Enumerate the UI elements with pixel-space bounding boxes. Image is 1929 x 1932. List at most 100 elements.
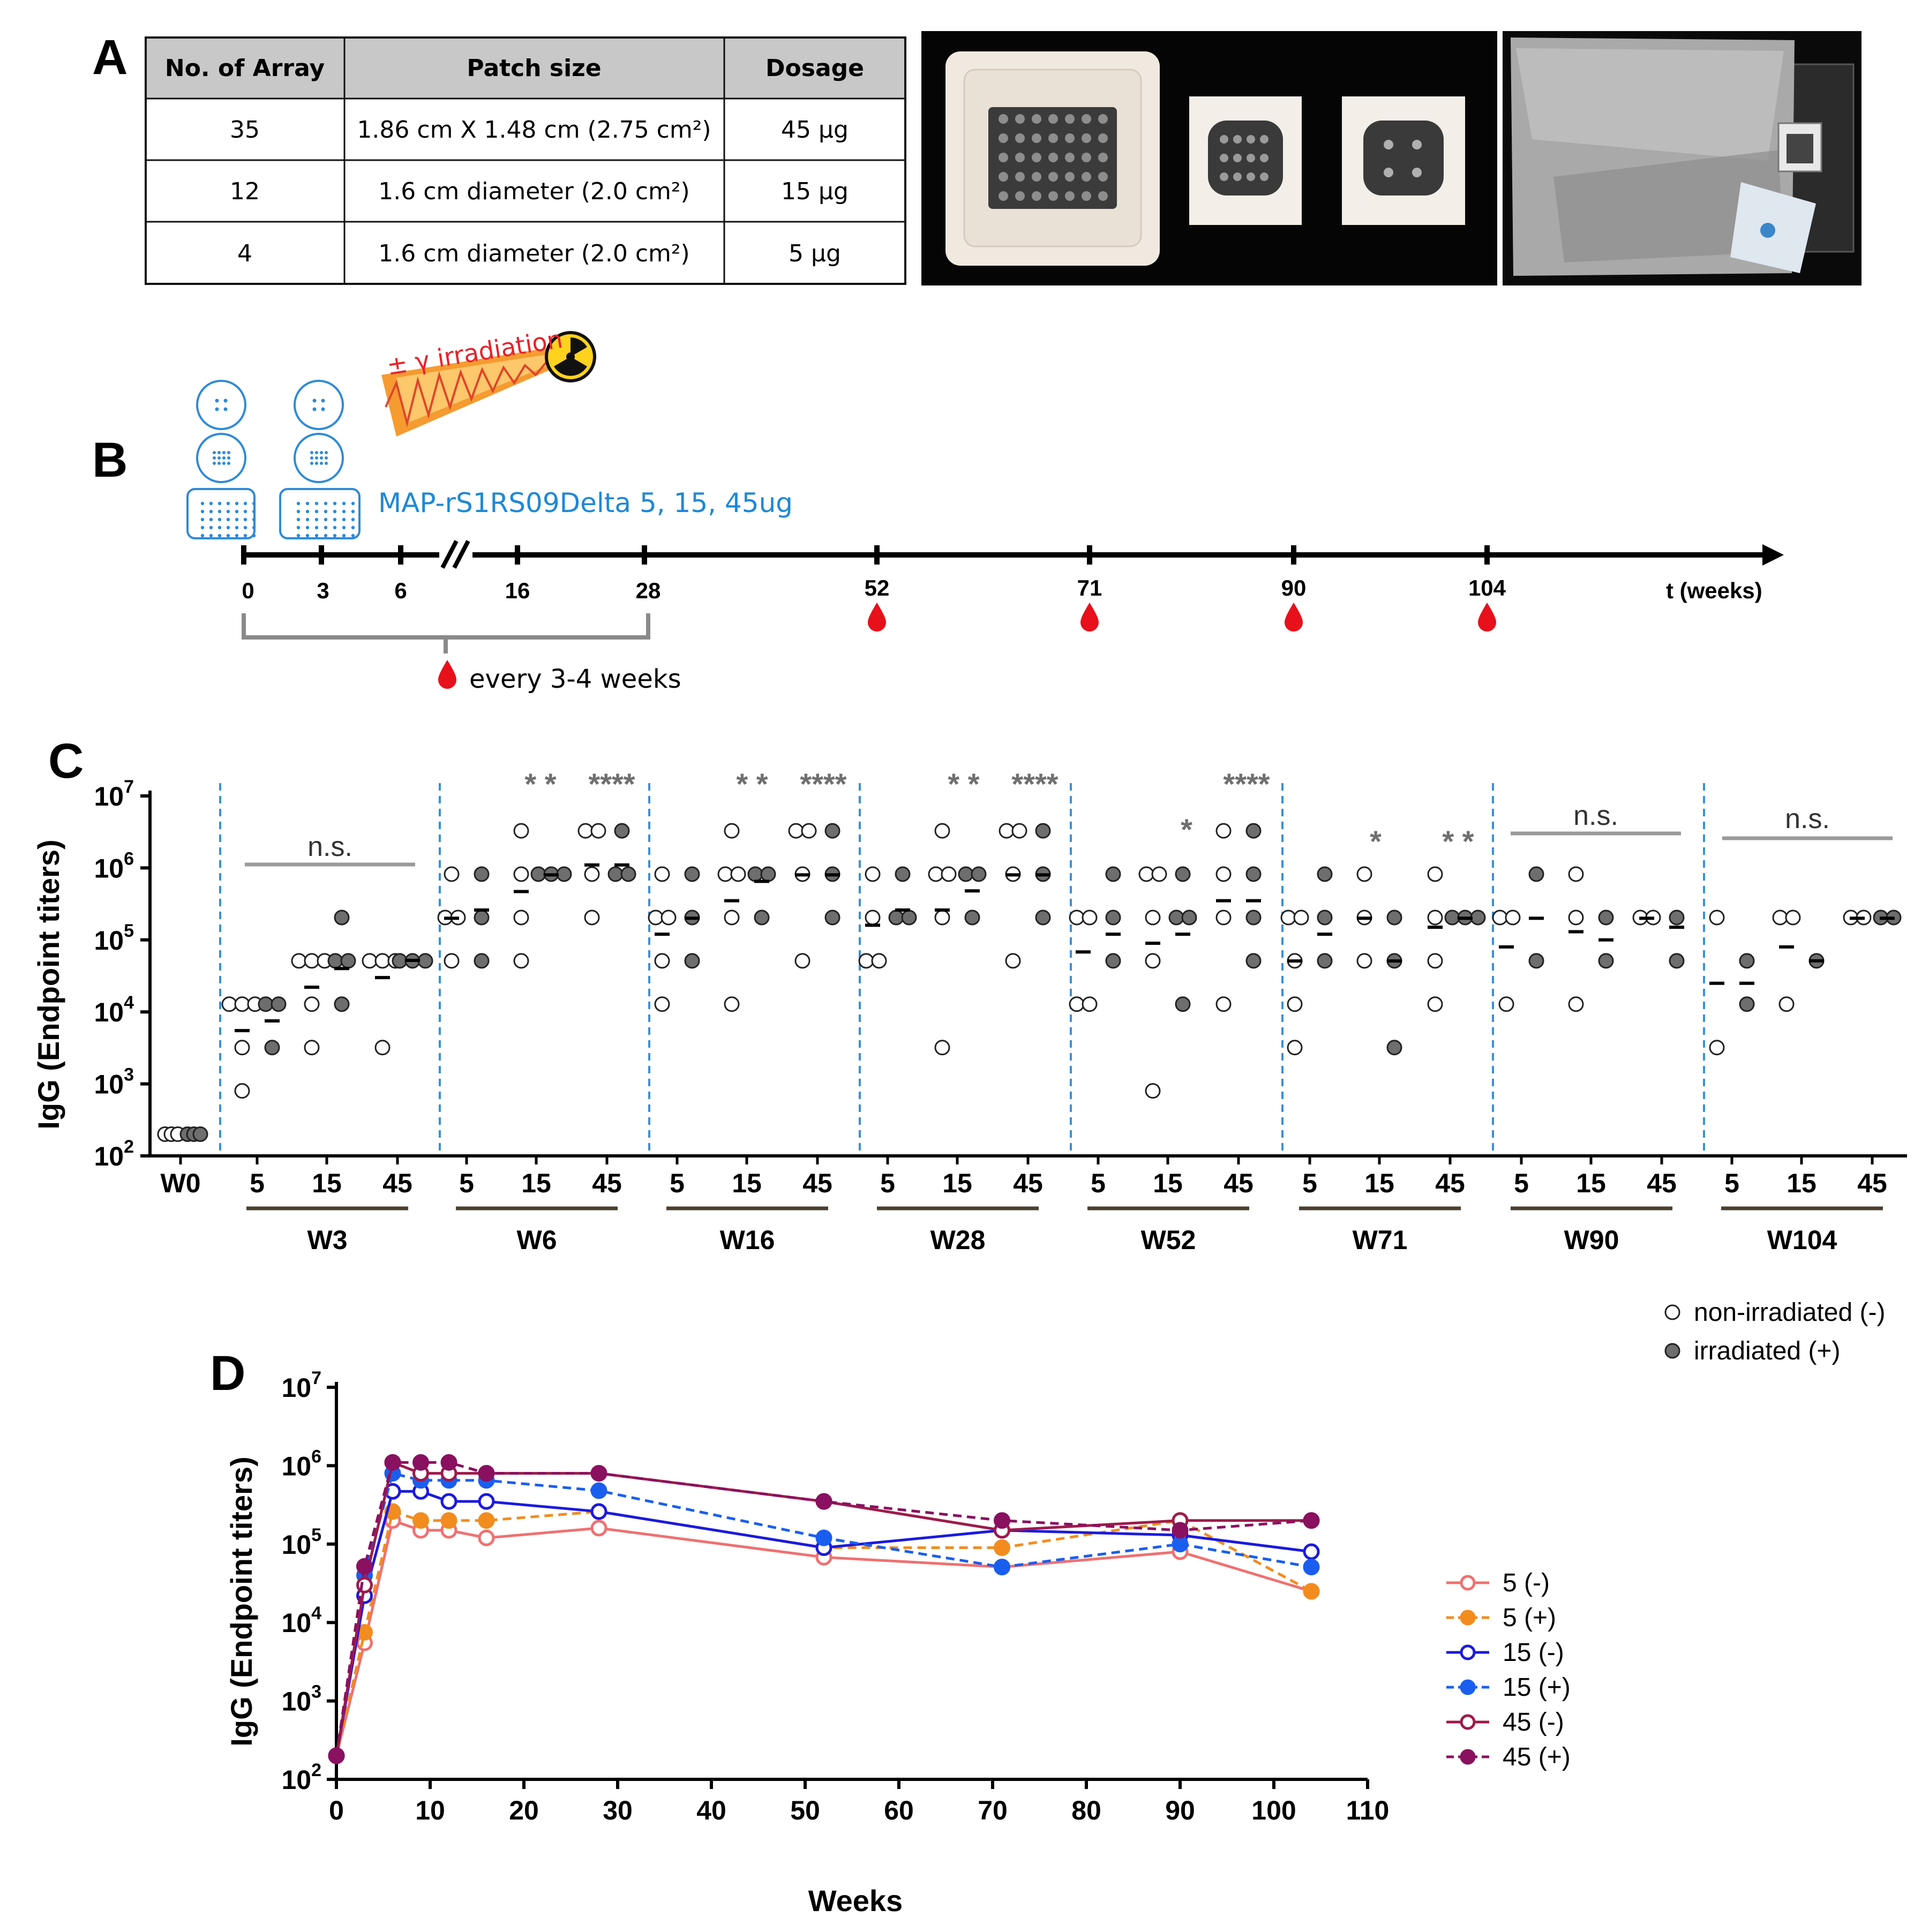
data-point-open (444, 953, 460, 969)
timeline-tick-label: 28 (636, 578, 661, 603)
blood-drop-icon (1478, 603, 1496, 632)
microarray-12 (1208, 121, 1283, 196)
table-header: Dosage (765, 55, 864, 82)
data-point-filled (958, 866, 974, 882)
data-point-open (1498, 996, 1514, 1012)
data-point-open (654, 866, 670, 882)
data-point-open (794, 953, 810, 969)
data-point-open (724, 823, 740, 839)
panel-d-legend: 5 (-) 5 (+) 15 (-) 15 (+) 45 (-) 45 (+) (1446, 1569, 1571, 1771)
data-point-open (865, 909, 881, 926)
x-tick-label: 90 (1165, 1795, 1195, 1825)
dose-label: 5 (1514, 1168, 1529, 1198)
data-point-filled (1386, 909, 1402, 926)
data-point-filled (1528, 953, 1544, 969)
patch-35-dot (226, 501, 230, 506)
dose-label: 15 (732, 1168, 762, 1198)
dose-label: 5 (1091, 1168, 1106, 1198)
patch-35-dot (217, 525, 222, 530)
vaccine-label: MAP-rS1RS09Delta 5, 15, 45ug (378, 487, 793, 518)
data-point-filled (1105, 909, 1121, 926)
table-cell: 12 (230, 178, 260, 205)
data-point-open (1356, 866, 1372, 882)
patch-35-dot (243, 533, 247, 538)
data-point-filled (607, 866, 624, 882)
y-tick-label: 102 (281, 1760, 321, 1795)
data-point-open (1215, 909, 1232, 926)
foil-highlight (1516, 48, 1784, 161)
microarray-4 (1363, 121, 1444, 196)
data-point-open (234, 1040, 250, 1056)
data-point-filled (1168, 909, 1184, 926)
dose-label: 5 (459, 1168, 474, 1198)
data-point-open (1287, 996, 1303, 1012)
data-point-open (1011, 823, 1027, 839)
legend-label: 45 (-) (1503, 1708, 1564, 1736)
data-point-filled (1175, 996, 1191, 1012)
patch-35-dot (351, 509, 355, 514)
data-point-filled (417, 953, 433, 969)
panel-c-label: C (48, 734, 84, 788)
dose-label: 15 (312, 1168, 342, 1198)
significance-marker: * * (948, 767, 979, 801)
ns-label: n.s. (1785, 803, 1830, 835)
series-point (994, 1512, 1010, 1529)
y-tick-label: 105 (94, 921, 134, 956)
data-point-open (304, 1040, 320, 1056)
data-point-open (1778, 996, 1795, 1012)
data-point-filled (1105, 953, 1121, 969)
data-point-open (1568, 996, 1584, 1012)
data-point-filled (1035, 823, 1051, 839)
patch-35-dot (333, 509, 337, 514)
data-point-open (871, 953, 887, 969)
data-point-open (724, 996, 740, 1012)
dose-label: 45 (1013, 1168, 1043, 1198)
week-label: W28 (930, 1225, 986, 1255)
data-point-open (362, 953, 378, 969)
x-tick-label: 10 (415, 1795, 445, 1825)
series-point (1303, 1583, 1320, 1600)
patch-35-dot (200, 533, 205, 538)
series-point (994, 1559, 1010, 1576)
data-point-filled (1317, 909, 1333, 926)
week-label: W3 (307, 1225, 348, 1255)
x-tick-label: 60 (884, 1795, 914, 1825)
patch-35-dot (342, 525, 346, 530)
data-point-open (1145, 1083, 1161, 1099)
x-tick-label: 30 (603, 1795, 633, 1825)
data-point-filled (1669, 953, 1685, 969)
data-point-open (513, 909, 529, 926)
patch-35-dot (209, 517, 213, 522)
data-point-open (1709, 1040, 1725, 1056)
patch-35-dot (324, 525, 328, 530)
data-point-filled (474, 866, 490, 882)
dose-label: 5 (1302, 1168, 1317, 1198)
series-point (815, 1493, 832, 1510)
patch-35-dot (296, 533, 301, 538)
patch-35-dot (333, 533, 337, 538)
series-point (1303, 1512, 1320, 1529)
table-cell: 45 μg (781, 116, 849, 144)
x-tick-label: 0 (329, 1795, 344, 1825)
microarray-4-dots (1384, 140, 1422, 177)
data-point-filled (895, 866, 911, 882)
dose-label: 45 (802, 1168, 832, 1198)
panel-d-x-label: Weeks (808, 1884, 903, 1918)
patch-35-dot (314, 501, 319, 506)
patch-35-dot (333, 525, 337, 530)
data-point-open (304, 953, 320, 969)
patch-35-dot (235, 501, 239, 506)
data-point-open (1069, 909, 1085, 926)
data-point-open (1772, 909, 1788, 926)
patch-35-dot (209, 501, 213, 506)
significance-marker: * * (736, 767, 768, 801)
y-tick-label: 107 (94, 777, 134, 811)
data-point-open (865, 866, 881, 882)
patch-35-dot (351, 517, 355, 522)
patch-35-dot (305, 501, 310, 506)
data-point-open (1427, 909, 1443, 926)
legend-filled-label: irradiated (+) (1694, 1337, 1840, 1365)
patch-35-dot (252, 533, 256, 538)
legend-marker (1460, 1749, 1476, 1765)
